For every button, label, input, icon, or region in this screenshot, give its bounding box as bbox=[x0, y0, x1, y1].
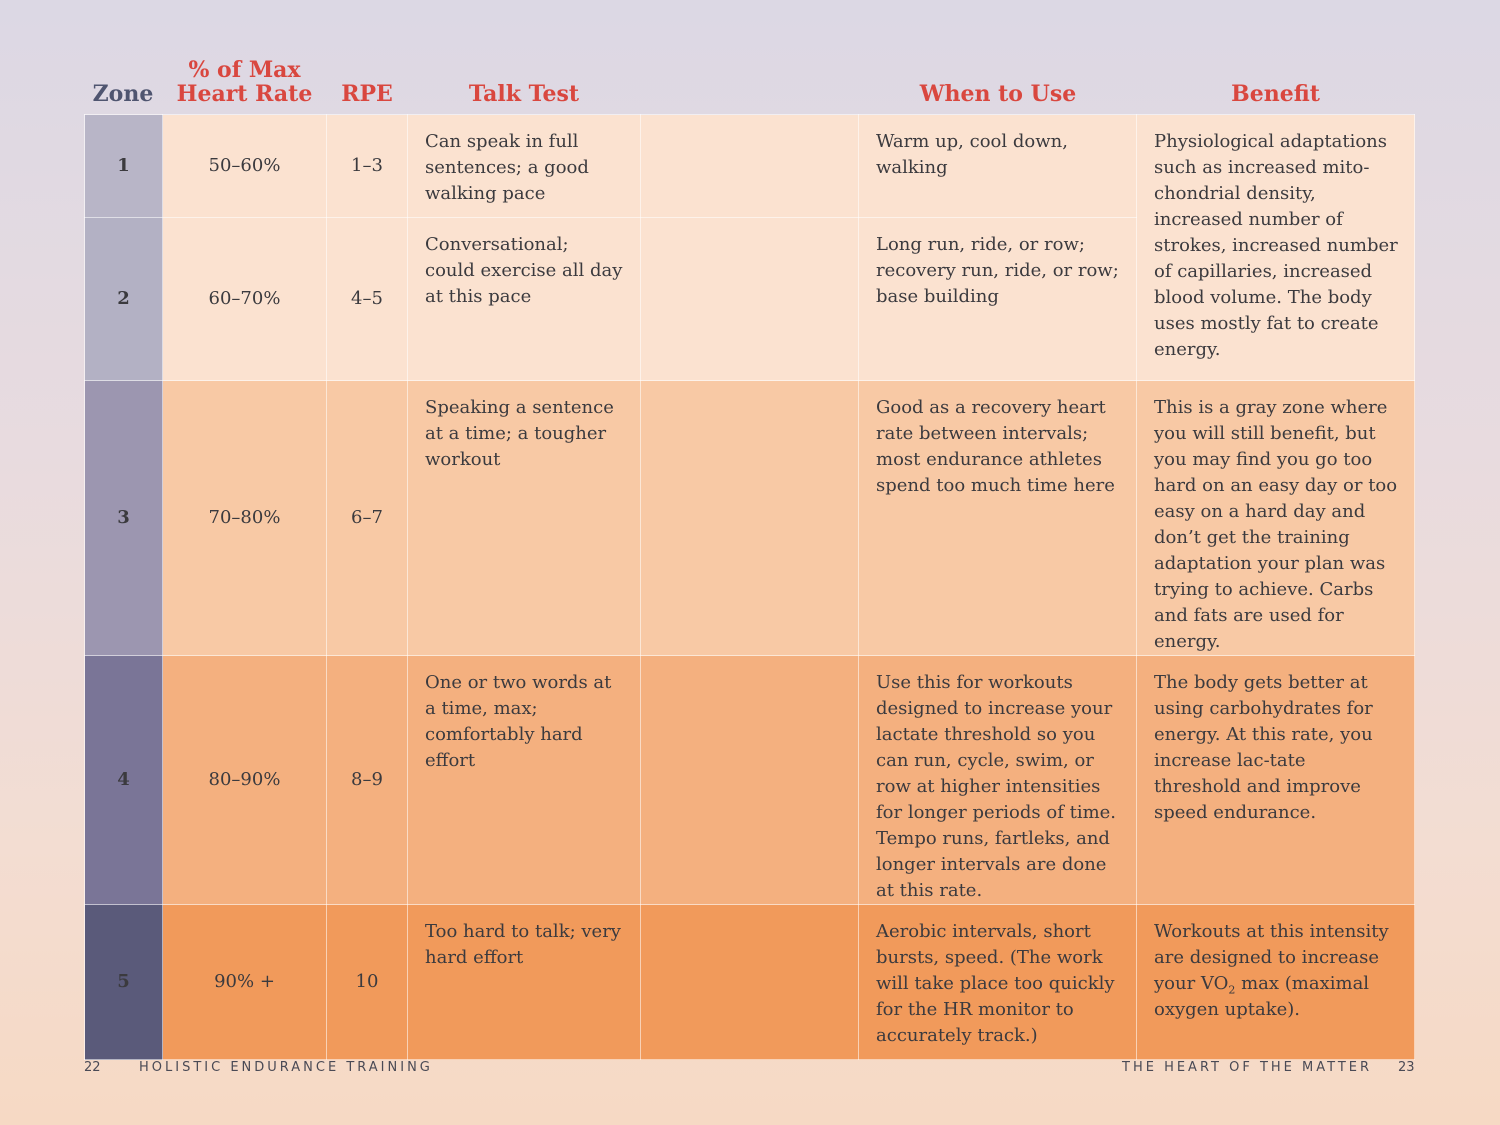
header-zone: Zone bbox=[92, 81, 154, 107]
max-hr-percent: 70–80% bbox=[162, 380, 327, 656]
zone-number: 2 bbox=[84, 217, 163, 381]
right-page-number: 23 bbox=[1398, 1060, 1415, 1075]
subscript-2: 2 bbox=[1228, 983, 1236, 997]
table-row: 1 50–60% 1–3 Can speak in full sentences… bbox=[84, 114, 1415, 381]
header-rpe: RPE bbox=[341, 81, 393, 107]
empty-cell bbox=[640, 114, 859, 218]
table-row: 2 60–70% 4–5 Conversational; could exerc… bbox=[84, 217, 1415, 381]
zone-number: 5 bbox=[84, 904, 163, 1060]
talk-test-text: Can speak in full sentences; a good walk… bbox=[407, 114, 641, 218]
benefit-text-part2: max (maximal oxygen uptake). bbox=[1154, 973, 1370, 1020]
benefit-text: Workouts at this intensity are designed … bbox=[1136, 904, 1415, 1060]
max-hr-percent: 80–90% bbox=[162, 655, 327, 905]
right-running-title: THE HEART OF THE MATTER bbox=[1122, 1060, 1373, 1075]
benefit-text: This is a gray zone where you will still… bbox=[1136, 380, 1415, 656]
rpe-value: 1–3 bbox=[326, 114, 408, 218]
when-to-use-text: Good as a recovery heart rate between in… bbox=[858, 380, 1137, 656]
benefit-text: The body gets better at using carbohydra… bbox=[1136, 655, 1415, 905]
header-benefit: Benefit bbox=[1231, 81, 1320, 107]
heart-rate-zones-table: 1 50–60% 1–3 Can speak in full sentences… bbox=[84, 114, 1415, 1060]
zone-number: 3 bbox=[84, 380, 163, 656]
table-row: 5 90% + 10 Too hard to talk; very hard e… bbox=[84, 904, 1415, 1060]
table-row: 4 80–90% 8–9 One or two words at a time,… bbox=[84, 655, 1415, 905]
empty-cell bbox=[640, 904, 859, 1060]
left-page-number: 22 bbox=[84, 1060, 101, 1075]
max-hr-percent: 90% + bbox=[162, 904, 327, 1060]
left-running-title: HOLISTIC ENDURANCE TRAINING bbox=[139, 1060, 433, 1075]
talk-test-text: Conversational; could exercise all day a… bbox=[407, 217, 641, 381]
talk-test-text: One or two words at a time, max; comfort… bbox=[407, 655, 641, 905]
when-to-use-text: Warm up, cool down, walking bbox=[858, 114, 1137, 218]
header-max-heart-rate-line2: Heart Rate bbox=[176, 81, 313, 107]
rpe-value: 6–7 bbox=[326, 380, 408, 656]
when-to-use-text: Use this for workouts designed to increa… bbox=[858, 655, 1137, 905]
max-hr-percent: 60–70% bbox=[162, 217, 327, 381]
talk-test-text: Speaking a sentence at a time; a tougher… bbox=[407, 380, 641, 656]
header-max-heart-rate-line1: % of Max bbox=[188, 57, 301, 83]
rpe-value: 10 bbox=[326, 904, 408, 1060]
benefit-text: Physiological adaptations such as increa… bbox=[1136, 114, 1415, 381]
when-to-use-text: Aerobic intervals, short bursts, speed. … bbox=[858, 904, 1137, 1060]
table-row: 3 70–80% 6–7 Speaking a sentence at a ti… bbox=[84, 380, 1415, 656]
talk-test-text: Too hard to talk; very hard effort bbox=[407, 904, 641, 1060]
max-hr-percent: 50–60% bbox=[162, 114, 327, 218]
benefit-text-part1: Workouts at this intensity are designed … bbox=[1154, 921, 1389, 994]
zone-number: 4 bbox=[84, 655, 163, 905]
header-when-to-use: When to Use bbox=[919, 81, 1077, 107]
empty-cell bbox=[640, 380, 859, 656]
when-to-use-text: Long run, ride, or row; recovery run, ri… bbox=[858, 217, 1137, 381]
header-talk-test: Talk Test bbox=[468, 81, 580, 107]
empty-cell bbox=[640, 217, 859, 381]
rpe-value: 8–9 bbox=[326, 655, 408, 905]
zone-number: 1 bbox=[84, 114, 163, 218]
empty-cell bbox=[640, 655, 859, 905]
rpe-value: 4–5 bbox=[326, 217, 408, 381]
